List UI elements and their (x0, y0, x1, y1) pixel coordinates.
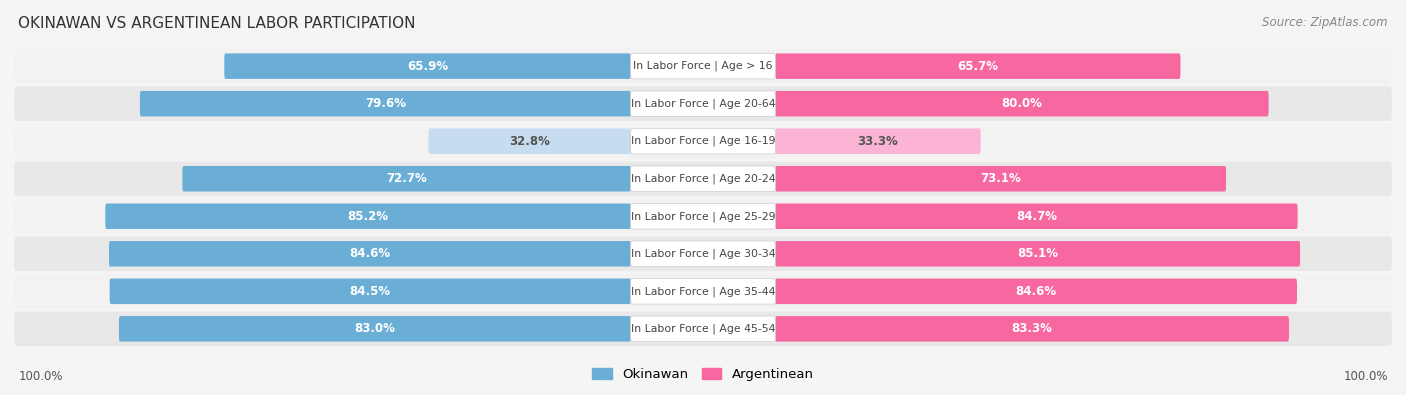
FancyBboxPatch shape (14, 87, 1392, 121)
Text: 79.6%: 79.6% (364, 97, 406, 110)
FancyBboxPatch shape (110, 241, 631, 267)
FancyBboxPatch shape (14, 237, 1392, 271)
FancyBboxPatch shape (631, 53, 775, 79)
FancyBboxPatch shape (631, 128, 775, 154)
FancyBboxPatch shape (14, 162, 1392, 196)
FancyBboxPatch shape (775, 278, 1296, 304)
FancyBboxPatch shape (631, 166, 775, 192)
Text: Source: ZipAtlas.com: Source: ZipAtlas.com (1263, 16, 1388, 29)
Text: 84.6%: 84.6% (349, 247, 391, 260)
FancyBboxPatch shape (631, 241, 775, 267)
FancyBboxPatch shape (631, 91, 775, 117)
Text: 32.8%: 32.8% (509, 135, 550, 148)
Text: In Labor Force | Age 16-19: In Labor Force | Age 16-19 (631, 136, 775, 147)
FancyBboxPatch shape (225, 53, 631, 79)
FancyBboxPatch shape (631, 278, 775, 304)
Text: In Labor Force | Age 45-54: In Labor Force | Age 45-54 (631, 324, 775, 334)
FancyBboxPatch shape (14, 312, 1392, 346)
FancyBboxPatch shape (14, 124, 1392, 158)
FancyBboxPatch shape (14, 274, 1392, 308)
Text: In Labor Force | Age 35-44: In Labor Force | Age 35-44 (631, 286, 775, 297)
Legend: Okinawan, Argentinean: Okinawan, Argentinean (586, 363, 820, 386)
FancyBboxPatch shape (775, 91, 1268, 117)
Text: 83.0%: 83.0% (354, 322, 395, 335)
Text: 73.1%: 73.1% (980, 172, 1021, 185)
Text: 84.7%: 84.7% (1017, 210, 1057, 223)
Text: 84.6%: 84.6% (1015, 285, 1057, 298)
FancyBboxPatch shape (775, 128, 980, 154)
Text: 83.3%: 83.3% (1012, 322, 1053, 335)
FancyBboxPatch shape (183, 166, 631, 192)
FancyBboxPatch shape (775, 53, 1181, 79)
Text: 100.0%: 100.0% (18, 370, 63, 383)
FancyBboxPatch shape (110, 278, 631, 304)
Text: 84.5%: 84.5% (350, 285, 391, 298)
FancyBboxPatch shape (775, 241, 1301, 267)
FancyBboxPatch shape (120, 316, 631, 342)
FancyBboxPatch shape (139, 91, 631, 117)
FancyBboxPatch shape (631, 316, 775, 342)
Text: 33.3%: 33.3% (858, 135, 898, 148)
FancyBboxPatch shape (631, 203, 775, 229)
FancyBboxPatch shape (105, 203, 631, 229)
Text: 85.2%: 85.2% (347, 210, 388, 223)
Text: 72.7%: 72.7% (387, 172, 427, 185)
Text: 65.9%: 65.9% (406, 60, 449, 73)
FancyBboxPatch shape (14, 49, 1392, 83)
Text: 80.0%: 80.0% (1001, 97, 1042, 110)
Text: In Labor Force | Age 25-29: In Labor Force | Age 25-29 (631, 211, 775, 222)
Text: In Labor Force | Age 20-24: In Labor Force | Age 20-24 (631, 173, 775, 184)
Text: In Labor Force | Age 30-34: In Labor Force | Age 30-34 (631, 248, 775, 259)
Text: 85.1%: 85.1% (1017, 247, 1059, 260)
Text: In Labor Force | Age > 16: In Labor Force | Age > 16 (633, 61, 773, 71)
Text: 65.7%: 65.7% (957, 60, 998, 73)
Text: 100.0%: 100.0% (1343, 370, 1388, 383)
Text: OKINAWAN VS ARGENTINEAN LABOR PARTICIPATION: OKINAWAN VS ARGENTINEAN LABOR PARTICIPAT… (18, 16, 416, 31)
FancyBboxPatch shape (775, 203, 1298, 229)
FancyBboxPatch shape (14, 199, 1392, 233)
FancyBboxPatch shape (775, 166, 1226, 192)
FancyBboxPatch shape (429, 128, 631, 154)
FancyBboxPatch shape (775, 316, 1289, 342)
Text: In Labor Force | Age 20-64: In Labor Force | Age 20-64 (631, 98, 775, 109)
